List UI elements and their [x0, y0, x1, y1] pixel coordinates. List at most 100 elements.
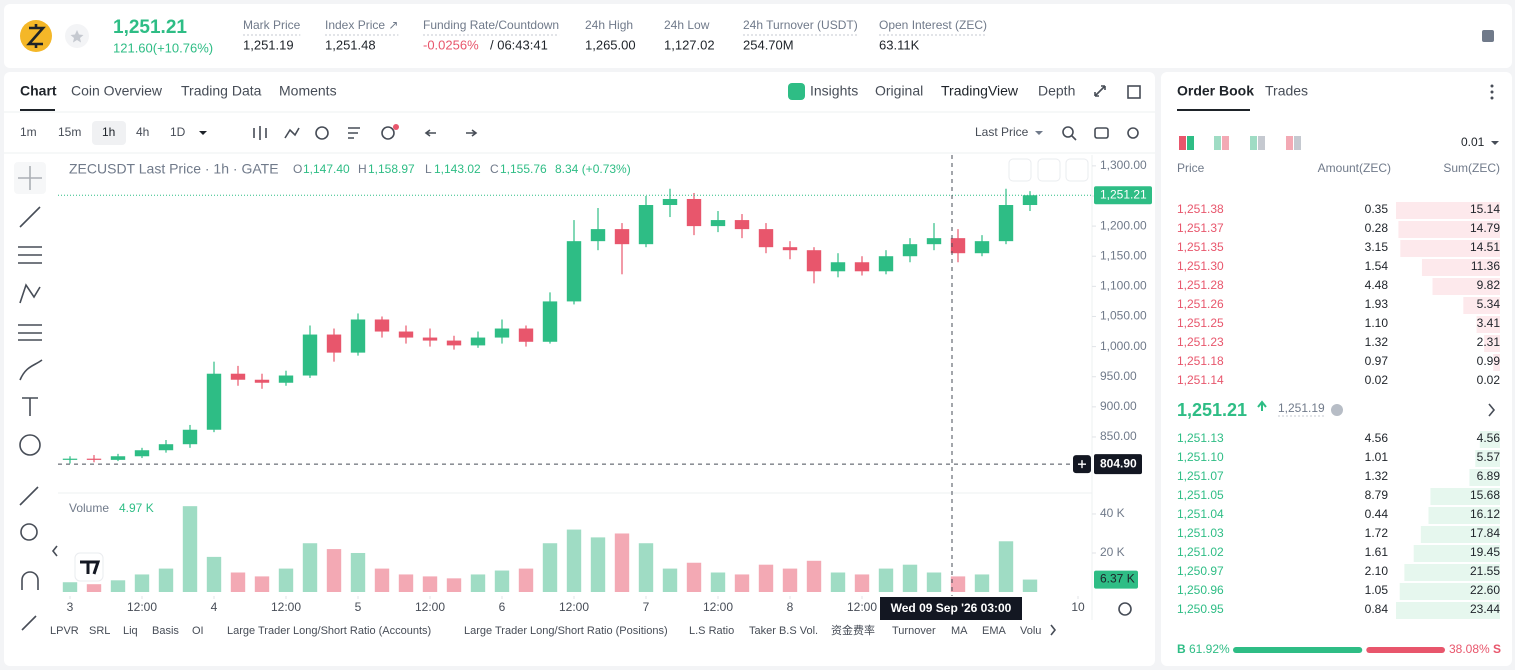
- chart-button[interactable]: [1008, 158, 1032, 182]
- indicator[interactable]: Turnover: [892, 625, 936, 637]
- volume-current-label: 6.37 K: [1100, 572, 1135, 586]
- book-sum: 5.57: [1477, 450, 1501, 464]
- y-tick-label: 950.00: [1100, 369, 1137, 383]
- candle-body: [206, 373, 222, 430]
- chart-button[interactable]: [1065, 158, 1089, 182]
- indicator[interactable]: 资金费率: [831, 623, 875, 637]
- book-amount: 1.93: [1365, 297, 1389, 311]
- book-price: 1,251.28: [1177, 278, 1224, 292]
- mid-price: 1,251.21: [1177, 400, 1247, 420]
- book-price: 1,251.04: [1177, 507, 1224, 521]
- interval[interactable]: 1D: [170, 125, 186, 139]
- interval[interactable]: 1h: [102, 125, 115, 139]
- candle-body: [494, 328, 510, 338]
- depth-bar: [1428, 507, 1500, 524]
- indicator[interactable]: SRL: [89, 625, 110, 637]
- depth-bar: [1432, 278, 1500, 295]
- candle-body: [950, 238, 966, 254]
- book-amount: 1.01: [1365, 450, 1389, 464]
- precision[interactable]: 0.01: [1461, 135, 1485, 149]
- indicator[interactable]: Liq: [123, 625, 138, 637]
- book-amount: 1.32: [1365, 469, 1389, 483]
- book-amount: 2.10: [1365, 564, 1389, 578]
- candle-body: [398, 331, 414, 338]
- candle-body: [158, 444, 174, 451]
- chart-symbol: ZECUSDT Last Price · 1h · GATE: [69, 161, 279, 177]
- interval[interactable]: 15m: [58, 125, 81, 139]
- caret[interactable]: [199, 131, 207, 135]
- coin-logo-glyph: [26, 24, 46, 48]
- tab[interactable]: Moments: [279, 83, 337, 99]
- caret: [1035, 131, 1043, 135]
- indicator[interactable]: L.S Ratio: [689, 625, 734, 637]
- view-tab[interactable]: Depth: [1038, 83, 1075, 99]
- volume-bar: [182, 506, 198, 592]
- candle-body: [134, 450, 150, 457]
- interval[interactable]: 1m: [20, 125, 37, 139]
- candle-body: [1022, 195, 1038, 206]
- book-price: 1,250.97: [1177, 564, 1224, 578]
- candle-body: [902, 244, 918, 257]
- book-amount: 1.05: [1365, 583, 1389, 597]
- indicator[interactable]: LPVR: [50, 625, 79, 637]
- ohlc-value: 1,147.40: [303, 162, 350, 176]
- indicator[interactable]: Large Trader Long/Short Ratio (Accounts): [227, 625, 431, 637]
- indicator[interactable]: EMA: [982, 625, 1007, 637]
- volume-bar: [974, 574, 990, 592]
- x-tick-label: 12:00: [703, 600, 733, 614]
- view-tab[interactable]: Original: [875, 83, 923, 99]
- crosshair-y-label: 804.90: [1100, 456, 1137, 470]
- book-amount: 0.28: [1365, 221, 1389, 235]
- indicator[interactable]: Large Trader Long/Short Ratio (Positions…: [464, 625, 668, 637]
- candle-body: [374, 319, 390, 332]
- interval[interactable]: 4h: [136, 125, 149, 139]
- indicator[interactable]: OI: [192, 625, 204, 637]
- tab[interactable]: Chart: [20, 83, 57, 99]
- x-tick-label: 12:00: [271, 600, 301, 614]
- plus-icon: [1078, 460, 1086, 469]
- book-price: 1,251.05: [1177, 488, 1224, 502]
- depth-bar: [1476, 316, 1500, 333]
- crosshair-y-tag: [1094, 454, 1142, 475]
- book-sum: 19.45: [1470, 545, 1500, 559]
- stat-label: Mark Price: [243, 18, 301, 32]
- book-sum: 11.36: [1471, 259, 1500, 273]
- candle-body: [878, 256, 894, 272]
- last-price-label: 1,251.21: [1100, 187, 1147, 201]
- volume-bar: [806, 560, 822, 592]
- book-tab[interactable]: Order Book: [1177, 83, 1254, 99]
- stat-value: 1,251.19: [243, 37, 294, 52]
- indicator[interactable]: Basis: [152, 625, 179, 637]
- view-tab[interactable]: TradingView: [941, 83, 1019, 99]
- candle-body: [350, 319, 366, 353]
- volume-bar: [950, 576, 966, 592]
- indicator[interactable]: Volu: [1020, 625, 1041, 637]
- depth-bar: [1404, 564, 1500, 581]
- book-amount: 0.97: [1365, 354, 1389, 368]
- view-tab[interactable]: Insights: [810, 83, 858, 99]
- volume-bar: [110, 580, 126, 592]
- price-type[interactable]: Last Price: [975, 125, 1029, 139]
- menu-icon[interactable]: [1482, 30, 1494, 42]
- book-amount: 3.15: [1365, 240, 1389, 254]
- volume-bar: [638, 543, 654, 592]
- candle-body: [62, 458, 78, 460]
- depth-bar: [1475, 450, 1500, 467]
- indicator[interactable]: MA: [951, 625, 968, 637]
- y-tick-label: 1,100.00: [1100, 279, 1147, 293]
- book-amount: 0.02: [1365, 373, 1389, 387]
- volume-bar: [1022, 579, 1038, 592]
- notice-dot: [393, 124, 399, 130]
- last-price: 1,251.21: [113, 17, 187, 38]
- ohlc-key: L: [425, 162, 432, 176]
- book-tab[interactable]: Trades: [1265, 83, 1308, 99]
- tab[interactable]: Trading Data: [181, 83, 262, 99]
- volume-bar: [686, 562, 702, 592]
- chart-button[interactable]: [1037, 158, 1061, 182]
- x-tick-label: 5: [355, 600, 362, 614]
- indicator[interactable]: Taker B.S Vol.: [749, 625, 818, 637]
- book-amount: 8.79: [1365, 488, 1389, 502]
- depth-bar: [1420, 526, 1500, 543]
- tab[interactable]: Coin Overview: [71, 83, 163, 99]
